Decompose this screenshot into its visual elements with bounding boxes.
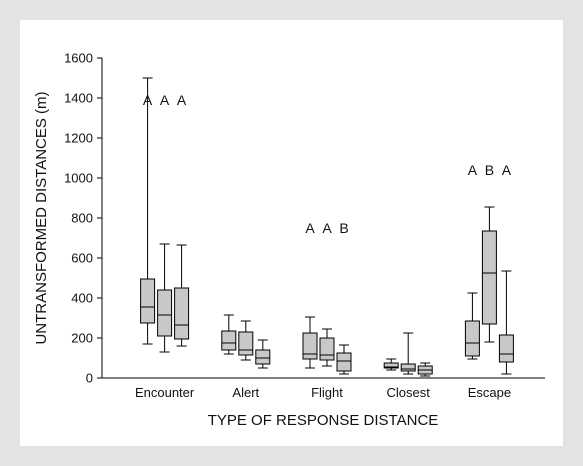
box-body [157, 289, 173, 337]
x-axis-title: TYPE OF RESPONSE DISTANCE [208, 412, 439, 429]
significance-letter: A [502, 162, 512, 178]
box-body [336, 352, 352, 372]
box-body [464, 320, 480, 357]
chart-panel: UNTRANSFORMED DISTANCES (m) TYPE OF RESP… [20, 20, 563, 446]
box-alert-2 [238, 320, 254, 361]
y-tick-label: 600 [71, 251, 93, 266]
y-tick-label: 1400 [64, 91, 93, 106]
box-closest-1 [383, 358, 399, 371]
box-flight-3 [336, 344, 352, 375]
x-tick-label: Escape [468, 385, 511, 400]
x-tick-label: Closest [387, 385, 431, 400]
box-escape-1 [464, 292, 480, 360]
y-tick-label: 1600 [64, 51, 93, 66]
box-encounter-3 [174, 244, 190, 347]
y-tick-label: 200 [71, 331, 93, 346]
box-flight-1 [302, 316, 318, 369]
box-plot-chart: UNTRANSFORMED DISTANCES (m) TYPE OF RESP… [33, 51, 545, 429]
y-tick-label: 1200 [64, 131, 93, 146]
x-tick-label: Encounter [135, 385, 195, 400]
y-tick-label: 1000 [64, 171, 93, 186]
x-tick-label: Alert [232, 385, 259, 400]
box-flight-2 [319, 328, 335, 367]
box-body [140, 278, 156, 324]
box-body [481, 230, 497, 325]
box-encounter-2 [157, 243, 173, 353]
y-tick-label: 800 [71, 211, 93, 226]
box-body [302, 332, 318, 360]
y-tick-label: 400 [71, 291, 93, 306]
significance-letter: A [160, 92, 170, 108]
box-escape-3 [498, 270, 514, 375]
box-encounter-1 [140, 77, 156, 345]
box-closest-2 [400, 332, 416, 375]
y-axis-title: UNTRANSFORMED DISTANCES (m) [33, 91, 50, 344]
significance-letter: B [339, 220, 348, 236]
box-body [174, 287, 190, 340]
box-alert-1 [221, 314, 237, 355]
y-axis-ticks: 0 200 400 600 800 1000 1200 1400 1600 [64, 51, 102, 386]
box-body [238, 331, 254, 356]
x-tick-label: Flight [311, 385, 343, 400]
box-body [221, 330, 237, 351]
significance-letter: A [322, 220, 332, 236]
box-body [498, 334, 514, 363]
x-axis-ticks: Encounter Alert Flight Closest Escape [135, 385, 511, 400]
box-escape-2 [481, 206, 497, 343]
box-series [140, 77, 514, 377]
significance-letters: A A AA A BA B A [143, 92, 512, 236]
box-body [319, 337, 335, 361]
box-body [383, 362, 399, 369]
box-alert-3 [255, 339, 271, 369]
significance-letter: A [143, 92, 153, 108]
significance-letter: B [485, 162, 494, 178]
box-closest-3 [417, 362, 433, 377]
significance-letter: A [468, 162, 478, 178]
y-tick-label: 0 [86, 371, 93, 386]
box-body [255, 349, 271, 365]
box-body [400, 363, 416, 372]
significance-letter: A [305, 220, 315, 236]
significance-letter: A [177, 92, 187, 108]
